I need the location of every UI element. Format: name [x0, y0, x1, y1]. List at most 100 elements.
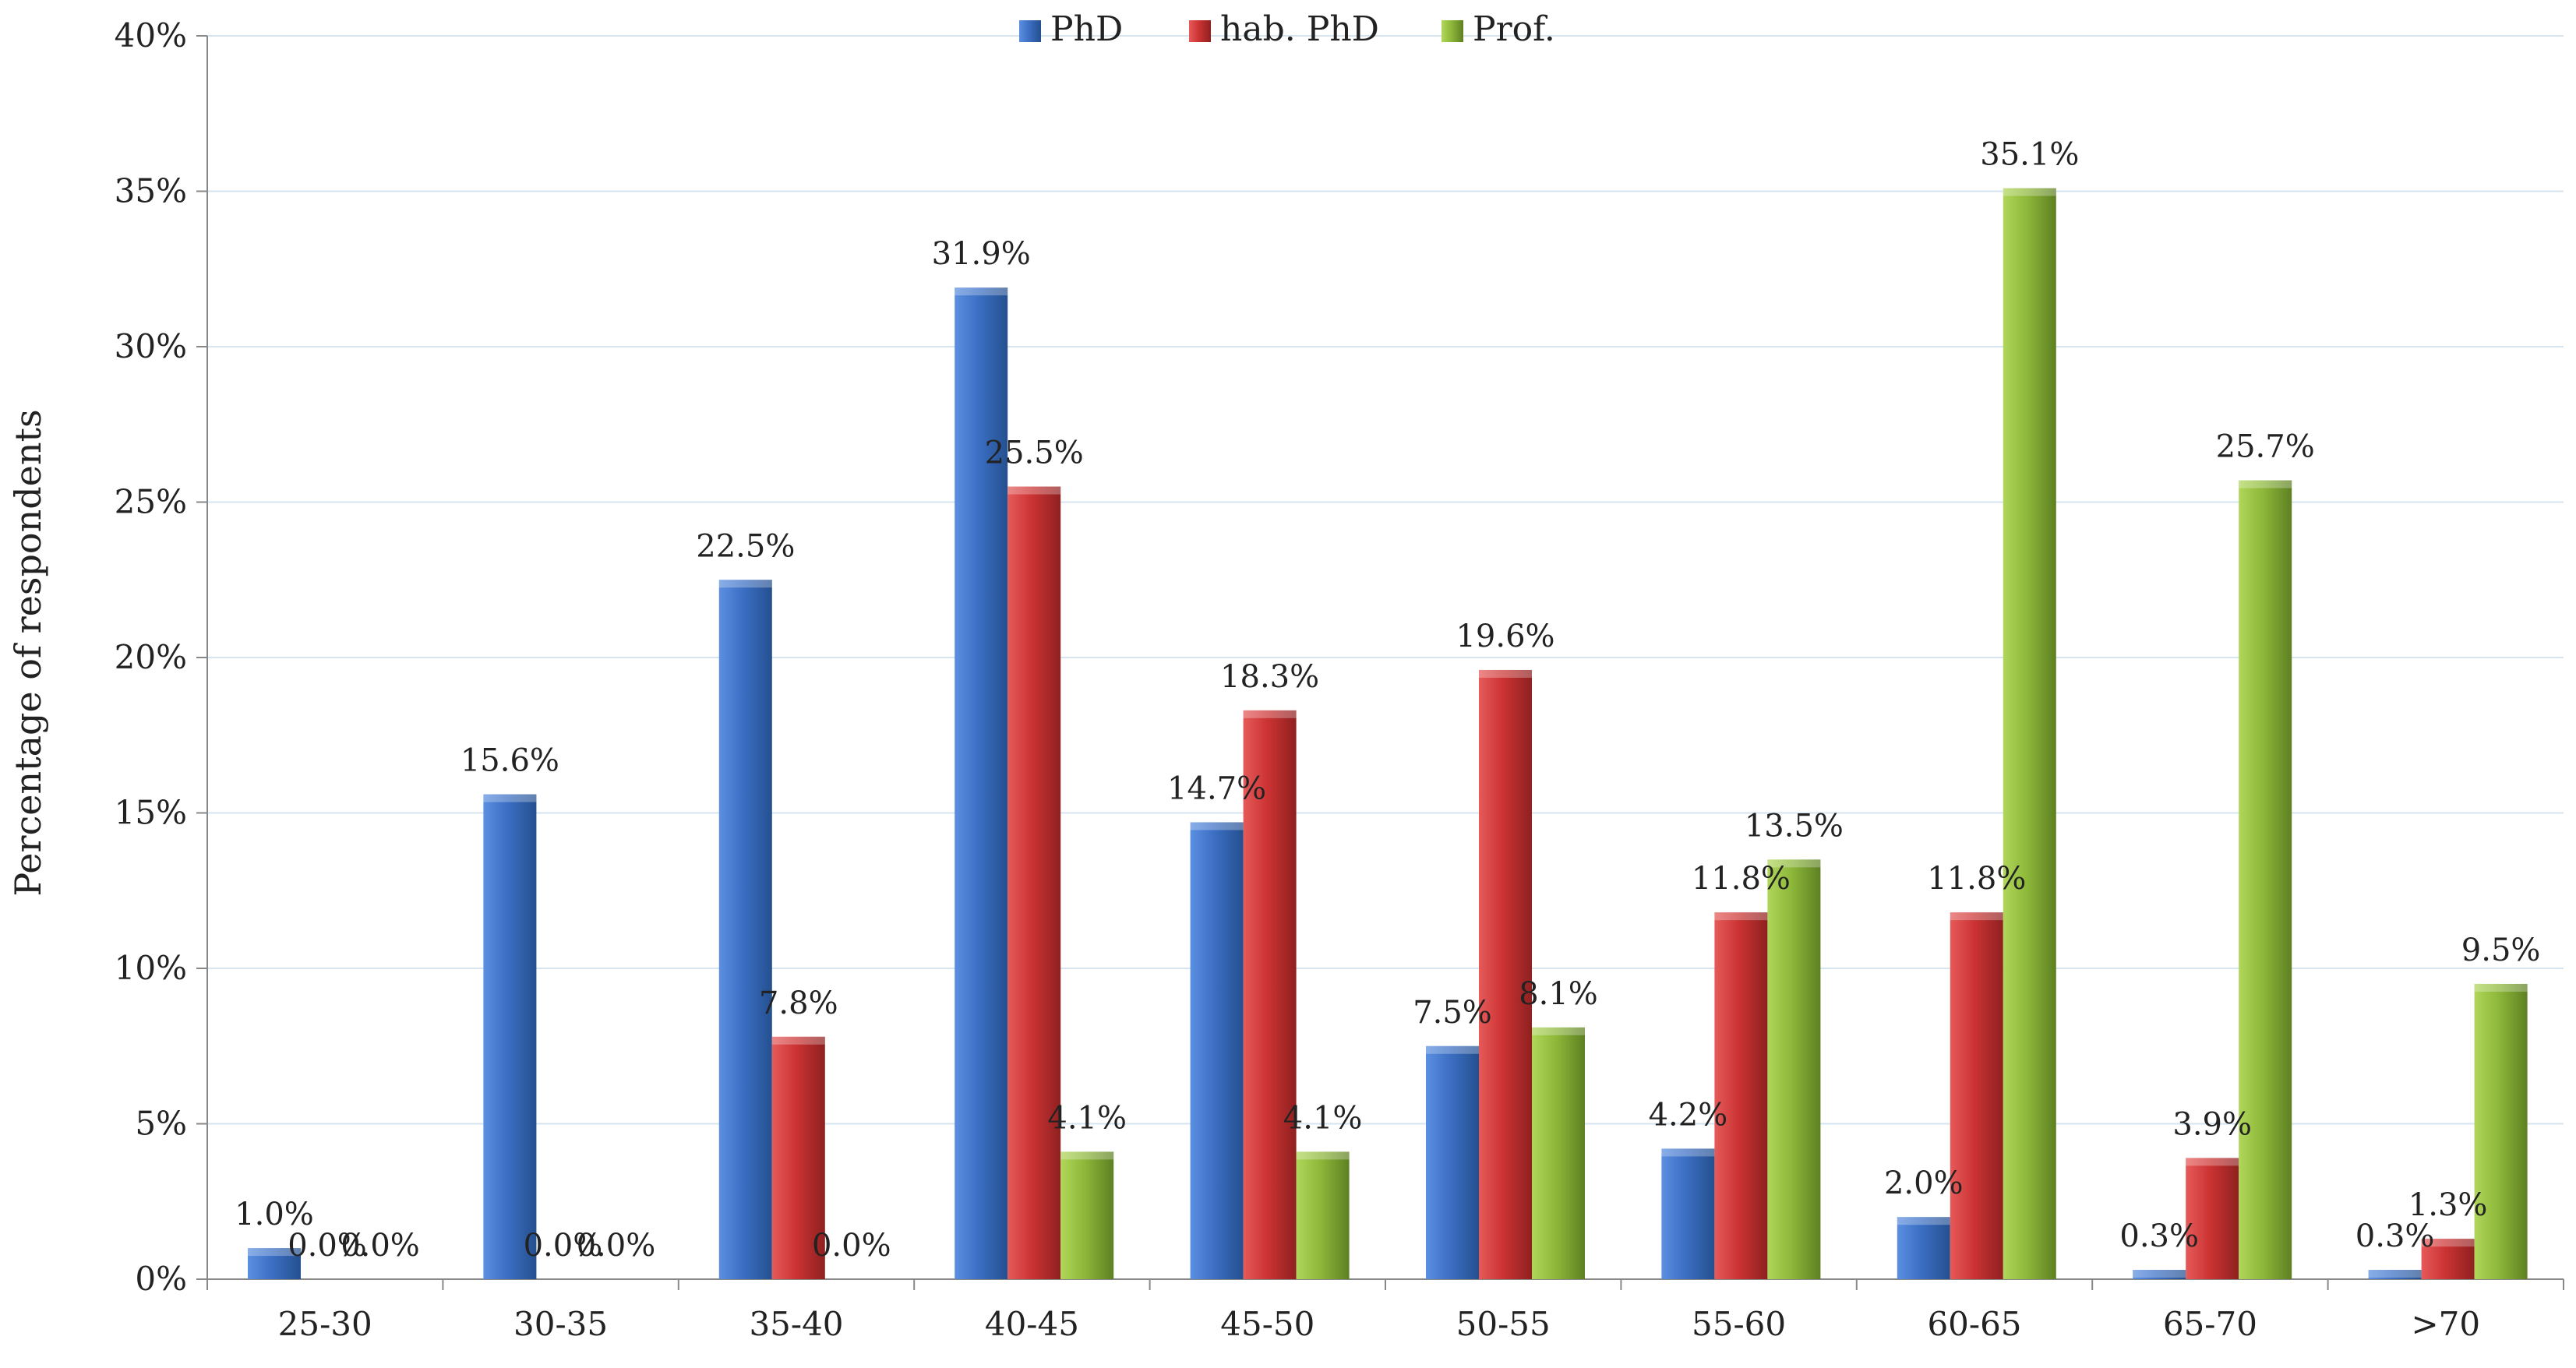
y-axis-title: Percentage of respondents: [7, 409, 49, 896]
data-label: 13.5%: [1745, 808, 1844, 844]
data-label: 0.0%: [524, 1228, 603, 1264]
bar-top-highlight: [1190, 822, 1244, 830]
data-label: 4.2%: [1649, 1097, 1728, 1133]
bar-top-highlight: [2133, 1270, 2186, 1278]
bar: [1296, 1151, 1350, 1279]
bar-top-highlight: [248, 1248, 301, 1257]
x-tick-label: 40-45: [985, 1305, 1079, 1343]
data-labels: 1.0% 15.6% 22.5% 31.9% 14.7% 7.5% 4.2% 2.0% 0.3%…: [235, 137, 2540, 1264]
data-label: 15.6%: [461, 743, 559, 779]
bar-top-highlight: [718, 580, 772, 588]
data-label: 2.0%: [1884, 1165, 1964, 1201]
y-tick-label: 30%: [115, 327, 187, 365]
x-tick-label: 45-50: [1220, 1305, 1314, 1343]
data-label: 25.5%: [985, 435, 1084, 471]
data-label: 31.9%: [932, 236, 1031, 272]
bar-top-highlight: [483, 794, 537, 802]
bar-top-highlight: [2239, 480, 2292, 488]
bar: [1243, 710, 1297, 1279]
bar: [1479, 669, 1532, 1279]
bar: [1950, 912, 2003, 1279]
x-tick-label: 25-30: [278, 1305, 372, 1343]
bar-top-highlight: [1060, 1151, 1114, 1160]
bar: [2474, 983, 2528, 1279]
data-label: 19.6%: [1456, 619, 1554, 654]
x-tick-label: 50-55: [1456, 1305, 1551, 1343]
legend-swatch: [1442, 20, 1463, 42]
bar-top-highlight: [1714, 912, 1768, 921]
x-tick-label: 30-35: [513, 1305, 608, 1343]
bar-top-highlight: [1243, 710, 1297, 718]
bar: [771, 1036, 825, 1279]
data-label: 35.1%: [1980, 137, 2079, 173]
data-label: 0.3%: [2119, 1218, 2199, 1254]
data-label: 9.5%: [2461, 933, 2541, 968]
data-label: 14.7%: [1167, 770, 1266, 806]
y-tick-label: 40%: [115, 16, 187, 55]
x-tick-label: 55-60: [1692, 1305, 1786, 1343]
data-label: 22.5%: [696, 528, 795, 564]
bar: [718, 580, 772, 1279]
bar: [1426, 1045, 1479, 1279]
x-tick-label: 35-40: [749, 1305, 843, 1343]
bar: [248, 1248, 301, 1279]
data-label: 0.0%: [341, 1228, 420, 1264]
bar: [1767, 859, 1821, 1279]
bar-top-highlight: [2368, 1270, 2422, 1278]
legend-label: PhD: [1050, 9, 1123, 49]
bar-top-highlight: [1767, 859, 1821, 868]
bar: [1661, 1148, 1715, 1279]
data-label: 11.8%: [1927, 861, 2026, 897]
bar: [2421, 1239, 2475, 1279]
bar-top-highlight: [1296, 1151, 1350, 1160]
bar: [2239, 480, 2292, 1279]
data-label: 8.1%: [1519, 976, 1598, 1012]
legend: PhD hab. PhD Prof.: [1019, 9, 1555, 49]
y-tick-label: 0%: [135, 1260, 187, 1298]
data-label: 0.0%: [288, 1228, 367, 1264]
y-tick-label: 10%: [115, 949, 187, 987]
legend-swatch: [1019, 20, 1041, 42]
data-label: 25.7%: [2216, 429, 2315, 465]
bar-top-highlight: [2421, 1239, 2475, 1247]
bar: [1897, 1217, 1950, 1279]
data-label: 18.3%: [1220, 659, 1319, 695]
x-tick-label: 65-70: [2163, 1305, 2257, 1343]
bar-top-highlight: [1426, 1045, 1479, 1054]
data-label: 1.3%: [2408, 1187, 2488, 1223]
data-label: 0.0%: [577, 1228, 656, 1264]
data-label: 0.0%: [812, 1228, 891, 1264]
bar: [2003, 188, 2056, 1279]
gridlines: [207, 35, 2564, 1125]
data-label: 4.1%: [1283, 1100, 1363, 1136]
bar-top-highlight: [771, 1036, 825, 1045]
legend-label: hab. PhD: [1220, 9, 1379, 49]
bar-top-highlight: [1950, 912, 2003, 921]
y-tick-label: 25%: [115, 483, 187, 521]
bars: [248, 188, 2528, 1280]
x-tick-label: 60-65: [1927, 1305, 2021, 1343]
bar: [1532, 1027, 1585, 1279]
y-tick-label: 15%: [115, 794, 187, 832]
bar: [1007, 486, 1061, 1279]
bar: [2186, 1158, 2239, 1279]
bar-top-highlight: [1532, 1027, 1585, 1035]
bar-top-highlight: [1479, 669, 1532, 678]
bar: [1190, 822, 1244, 1279]
data-label: 11.8%: [1692, 861, 1791, 897]
bar: [2133, 1270, 2186, 1279]
bar: [2368, 1270, 2422, 1279]
bar-top-highlight: [1897, 1217, 1950, 1225]
bar-top-highlight: [2474, 983, 2528, 992]
y-tick-label: 35%: [115, 172, 187, 210]
x-tick-label: >70: [2411, 1305, 2480, 1343]
data-label: 7.8%: [759, 985, 838, 1021]
data-label: 1.0%: [235, 1197, 314, 1232]
bar-top-highlight: [1661, 1148, 1715, 1157]
y-tick-label: 5%: [135, 1105, 187, 1143]
bar: [1060, 1151, 1114, 1279]
axes: 0% 5% 10% 15% 20% 25% 30% 35% 40% 25-30 30-35 35-40…: [115, 16, 2564, 1343]
bar-top-highlight: [2186, 1158, 2239, 1166]
